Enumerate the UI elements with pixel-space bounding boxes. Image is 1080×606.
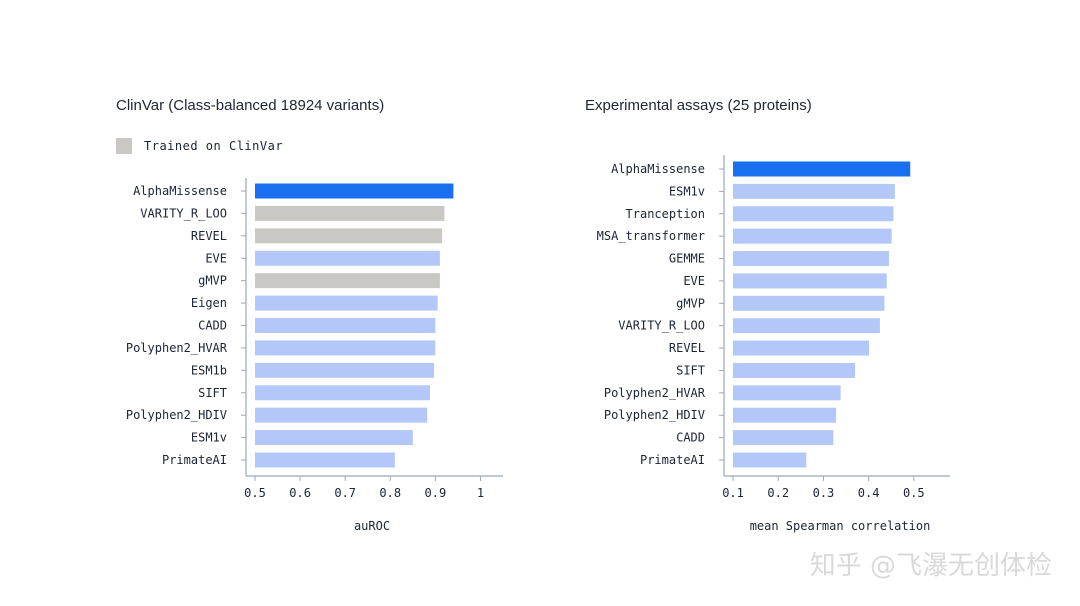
x-axis-title: mean Spearman correlation	[750, 519, 931, 533]
x-tick-label: 0.5	[903, 486, 925, 500]
category-label: EVE	[205, 251, 227, 265]
x-tick-label: 0.7	[334, 486, 356, 500]
category-label: REVEL	[669, 341, 705, 355]
category-label: ESM1v	[191, 431, 227, 445]
bar-revel	[255, 228, 443, 244]
bar-alphamissense	[733, 161, 911, 177]
bar-gemme	[733, 251, 889, 267]
x-tick-label: 0.9	[425, 486, 447, 500]
category-label: EVE	[683, 274, 705, 288]
category-label: CADD	[198, 319, 227, 333]
x-tick-label: 0.8	[379, 486, 401, 500]
category-label: Polyphen2_HDIV	[126, 408, 227, 422]
x-tick-label: 0.2	[767, 486, 789, 500]
bar-primateai	[255, 452, 395, 468]
category-label: gMVP	[198, 274, 227, 288]
x-tick-label: 0.1	[722, 486, 744, 500]
assays-chart-panel: Experimental assays (25 proteins) AlphaM…	[540, 0, 1080, 606]
bar-gmvp	[255, 273, 440, 289]
category-label: PrimateAI	[162, 453, 227, 467]
category-label: MSA_transformer	[597, 229, 705, 243]
category-label: gMVP	[676, 296, 705, 310]
bar-cadd	[255, 318, 436, 333]
category-label: SIFT	[198, 386, 227, 400]
bar-sift	[733, 362, 856, 378]
x-tick-label: 0.5	[244, 486, 266, 500]
category-label: Polyphen2_HDIV	[604, 408, 705, 422]
bar-esm1b	[255, 362, 435, 378]
bar-gmvp	[733, 295, 885, 311]
category-label: AlphaMissense	[611, 162, 705, 176]
bar-esm1v	[255, 430, 413, 446]
category-label: VARITY_R_LOO	[140, 206, 227, 220]
category-label: AlphaMissense	[133, 184, 227, 198]
bar-eve	[733, 273, 887, 289]
category-label: SIFT	[676, 363, 705, 377]
category-label: PrimateAI	[640, 453, 705, 467]
bar-polyphen2-hvar	[733, 385, 841, 401]
assays-chart-title: Experimental assays (25 proteins)	[585, 97, 812, 114]
legend-swatch-trained-on-clinvar	[116, 138, 132, 154]
bar-varity-r-loo	[733, 318, 880, 334]
x-tick-label: 0.6	[289, 486, 311, 500]
x-tick-label: 0.4	[858, 486, 880, 500]
category-label: Eigen	[191, 296, 227, 310]
category-label: REVEL	[191, 229, 227, 243]
bar-eigen	[255, 295, 438, 311]
bar-msa-transformer	[733, 228, 892, 244]
clinvar-bar-chart: AlphaMissense VARITY_R_LOO REVEL EVE gMVP Eig…	[126, 178, 503, 533]
x-tick-label: 1	[477, 486, 484, 500]
bar-esm1v	[733, 183, 895, 199]
bar-tranception	[733, 206, 894, 222]
category-label: ESM1v	[669, 184, 705, 198]
bar-revel	[733, 340, 870, 356]
category-label: ESM1b	[191, 363, 227, 377]
watermark: 知乎 @飞瀑无创体检	[809, 551, 1052, 581]
category-label: Tranception	[626, 207, 705, 221]
assays-bar-chart: AlphaMissense ESM1v Tranception MSA_transfo…	[597, 155, 950, 533]
clinvar-chart-title: ClinVar (Class-balanced 18924 variants)	[116, 97, 385, 114]
category-label: Polyphen2_HVAR	[126, 341, 228, 355]
bar-sift	[255, 385, 430, 401]
bar-varity-r-loo	[255, 205, 445, 221]
bar-eve	[255, 250, 440, 266]
x-axis-title: auROC	[354, 519, 390, 533]
x-tick-label: 0.3	[813, 486, 835, 500]
category-label: VARITY_R_LOO	[618, 319, 705, 333]
bar-polyphen2-hdiv	[733, 407, 837, 423]
bar-polyphen2-hvar	[255, 340, 436, 356]
category-label: GEMME	[669, 252, 705, 266]
legend-label: Trained on ClinVar	[144, 139, 284, 153]
category-label: CADD	[676, 431, 705, 445]
legend: Trained on ClinVar	[116, 138, 283, 154]
bar-alphamissense	[255, 183, 454, 199]
category-label: Polyphen2_HVAR	[604, 386, 706, 400]
bar-primateai	[733, 452, 807, 468]
clinvar-chart-panel: ClinVar (Class-balanced 18924 variants) …	[116, 97, 503, 533]
bar-polyphen2-hdiv	[255, 407, 428, 423]
bar-cadd	[733, 430, 834, 446]
